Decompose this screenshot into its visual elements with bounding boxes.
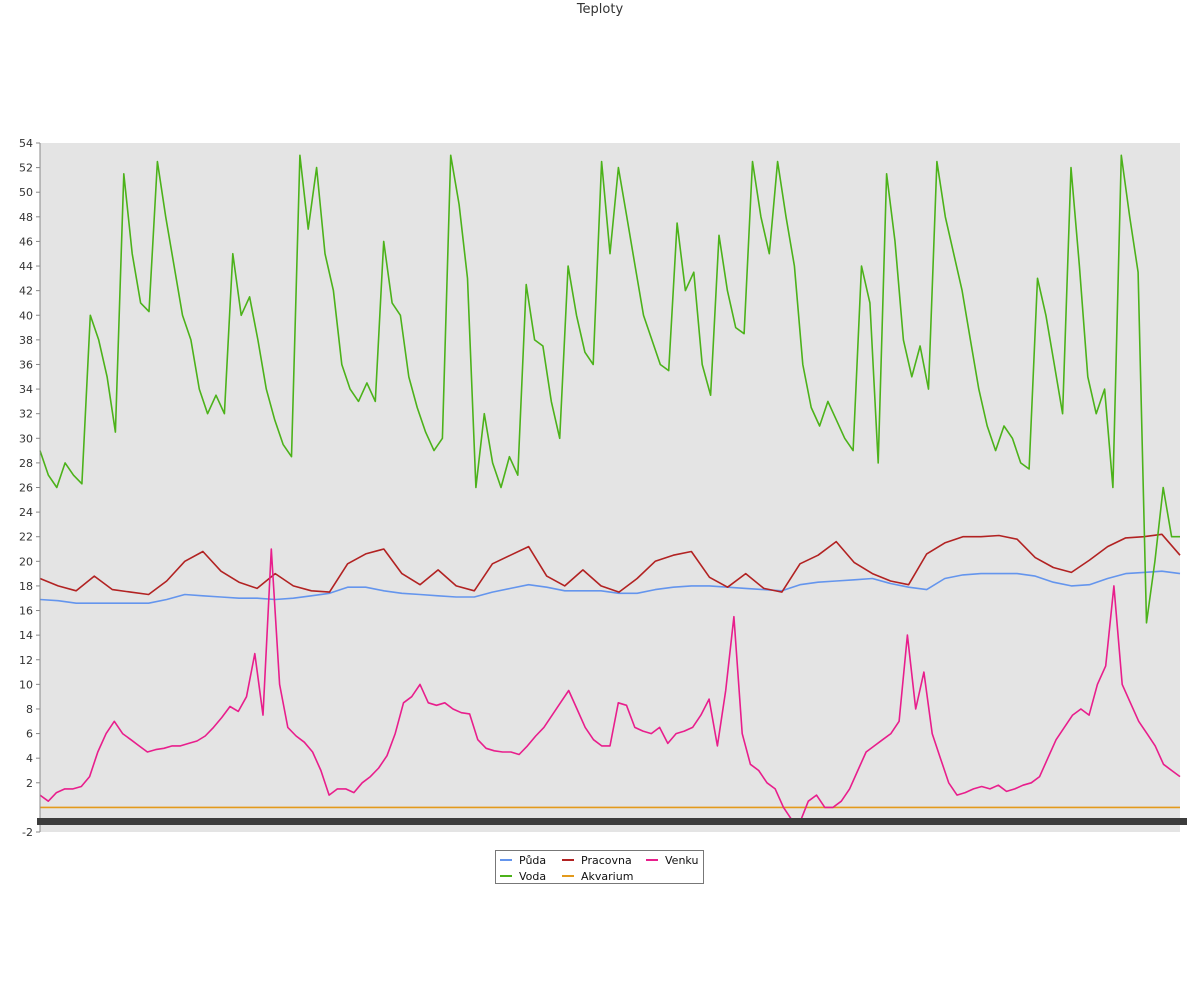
series-line-1: [39, 533, 1181, 596]
legend-swatch-3: [562, 875, 574, 877]
legend-swatch-4: [646, 859, 658, 861]
legend-label-1: Pracovna: [581, 853, 632, 867]
legend-label-2: Voda: [519, 869, 547, 883]
y-tick-label-3: 6: [26, 728, 33, 741]
y-tick-label-13: 26: [19, 482, 33, 495]
legend: Půda Pracovna Venku Voda Akvarium: [495, 850, 704, 884]
chart-title: Teploty: [576, 2, 624, 17]
y-tick-label-15: 30: [19, 432, 33, 445]
y-tick-label-21: 42: [19, 285, 33, 298]
legend-label-4: Venku: [665, 853, 699, 867]
plot-area: [40, 143, 1180, 832]
legend-swatch-0: [500, 859, 512, 861]
legend-item-3: Akvarium: [562, 868, 646, 884]
y-tick-label-19: 38: [19, 334, 33, 347]
y-tick-label-24: 48: [19, 211, 33, 224]
y-tick-label-2: 4: [26, 752, 33, 765]
y-tick-label-20: 40: [19, 309, 33, 322]
y-tick-label-26: 52: [19, 162, 33, 175]
series-line-2: [39, 154, 1180, 624]
legend-item-0: Půda: [500, 852, 562, 868]
series-line-0: [39, 570, 1181, 605]
legend-item-2: Voda: [500, 868, 562, 884]
legend-item-4: Venku: [646, 852, 706, 868]
y-tick-label-5: 10: [19, 678, 33, 691]
y-tick-label-12: 24: [19, 506, 33, 519]
series-line-4: [39, 548, 1181, 824]
x-axis-label-strip: [37, 818, 1187, 825]
y-tick-label-8: 16: [19, 605, 33, 618]
y-tick-label-10: 20: [19, 555, 33, 568]
y-tick-label-11: 22: [19, 531, 33, 544]
y-tick-label-7: 14: [19, 629, 33, 642]
legend-swatch-2: [500, 875, 512, 877]
y-tick-label-14: 28: [19, 457, 33, 470]
legend-item-1: Pracovna: [562, 852, 646, 868]
y-tick-label-9: 18: [19, 580, 33, 593]
y-tick-label-6: 12: [19, 654, 33, 667]
y-tick-label-25: 50: [19, 186, 33, 199]
y-tick-label-17: 34: [19, 383, 33, 396]
legend-label-3: Akvarium: [581, 869, 634, 883]
y-tick-label-22: 44: [19, 260, 33, 273]
y-tick-label-0: -2: [22, 826, 33, 839]
legend-swatch-1: [562, 859, 574, 861]
y-tick-label-1: 2: [26, 777, 33, 790]
legend-label-0: Půda: [519, 853, 547, 867]
y-tick-label-16: 32: [19, 408, 33, 421]
y-tick-label-27: 54: [19, 137, 33, 150]
y-tick-label-4: 8: [26, 703, 33, 716]
y-tick-label-23: 46: [19, 235, 33, 248]
y-tick-label-18: 36: [19, 358, 33, 371]
